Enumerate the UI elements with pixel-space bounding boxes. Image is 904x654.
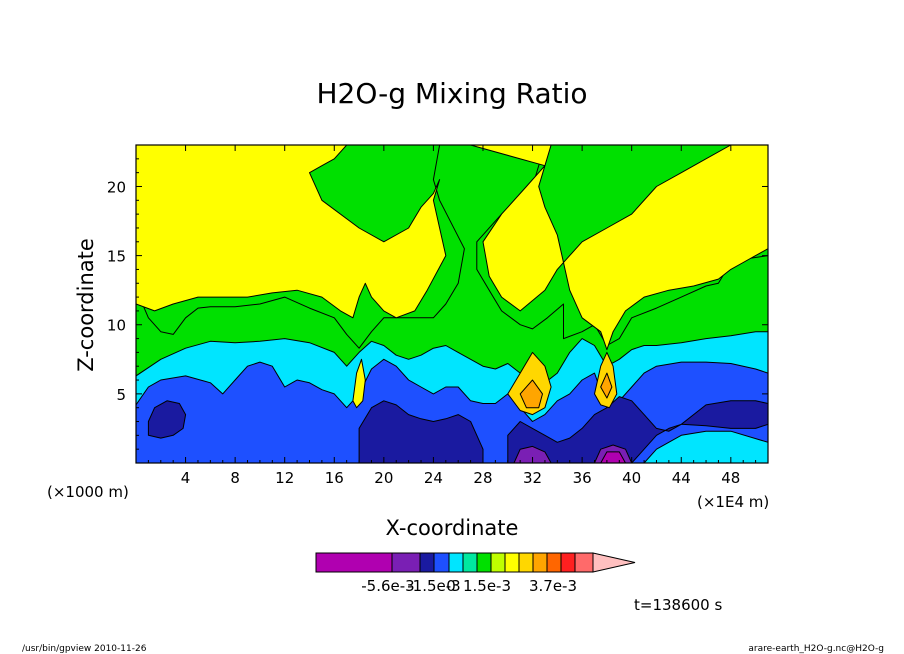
orange-core-1b <box>519 379 543 409</box>
x-tick-label: 4 <box>181 469 191 487</box>
colorbar-swatch <box>560 552 576 573</box>
footer-right: arare-earth_H2O-g.nc@H2O-g <box>748 644 884 654</box>
colorbar-swatch <box>574 552 594 573</box>
colorbar-overflow-arrow <box>592 552 636 573</box>
y-axis-label: Z-coordinate <box>74 238 98 372</box>
y-tick-label: 5 <box>116 386 126 404</box>
colorbar-label: 0 <box>446 577 456 595</box>
x-axis-label: X-coordinate <box>386 516 519 540</box>
x-tick-label: 16 <box>325 469 344 487</box>
x-tick-label: 40 <box>622 469 641 487</box>
y-tick-label: 10 <box>107 317 126 335</box>
colorbar-label: -1.5e-3 <box>407 577 460 595</box>
colorbar-label: 3.7e-3 <box>529 577 577 595</box>
colorbar-swatch <box>448 552 464 573</box>
purple-region <box>513 445 552 463</box>
colorbar-swatch <box>419 552 435 573</box>
colorbar-swatch <box>532 552 548 573</box>
colorbar-swatch <box>546 552 562 573</box>
chart-title: H2O-g Mixing Ratio <box>316 77 587 110</box>
x-tick-label: 8 <box>230 469 240 487</box>
x-tick-label: 32 <box>523 469 542 487</box>
colorbar-swatch <box>433 552 450 573</box>
y-tick-label: 15 <box>107 248 126 266</box>
time-label: t=138600 s <box>634 596 722 614</box>
colorbar-swatch <box>391 552 421 573</box>
orange-core-2b <box>600 372 613 399</box>
colorbar-label: 1.5e-3 <box>463 577 511 595</box>
x-tick-label: 36 <box>573 469 592 487</box>
plot-frame <box>135 144 769 464</box>
x-tick-label: 44 <box>672 469 691 487</box>
navy-region-2 <box>507 396 768 463</box>
x-unit-right: (×1E4 m) <box>697 493 769 511</box>
navy-region <box>358 400 484 463</box>
x-tick-label: 24 <box>424 469 443 487</box>
colorbar-swatch <box>504 552 520 573</box>
x-tick-label: 12 <box>275 469 294 487</box>
navy-region-3 <box>147 400 187 439</box>
yellow-core-3 <box>352 358 366 409</box>
y-tick-label: 20 <box>107 178 126 196</box>
x-tick-label: 48 <box>721 469 740 487</box>
colorbar-swatch <box>490 552 506 573</box>
yellow-region <box>136 145 447 319</box>
colorbar-label: -5.6e-3 <box>361 577 414 595</box>
colorbar: -5.6e-3-1.5e-30 1.5e-3 3.7e-3 <box>315 552 636 595</box>
x-tick-label: 20 <box>374 469 393 487</box>
x-unit-left: (×1000 m) <box>47 483 129 501</box>
colorbar-swatch <box>462 552 478 573</box>
yellow-upper-right <box>470 145 768 351</box>
x-tick-label: 28 <box>473 469 492 487</box>
colorbar-swatch <box>518 552 534 573</box>
colorbar-swatch <box>476 552 492 573</box>
footer-left: /usr/bin/gpview 2010-11-26 <box>22 644 147 654</box>
colorbar-swatch <box>315 552 393 573</box>
